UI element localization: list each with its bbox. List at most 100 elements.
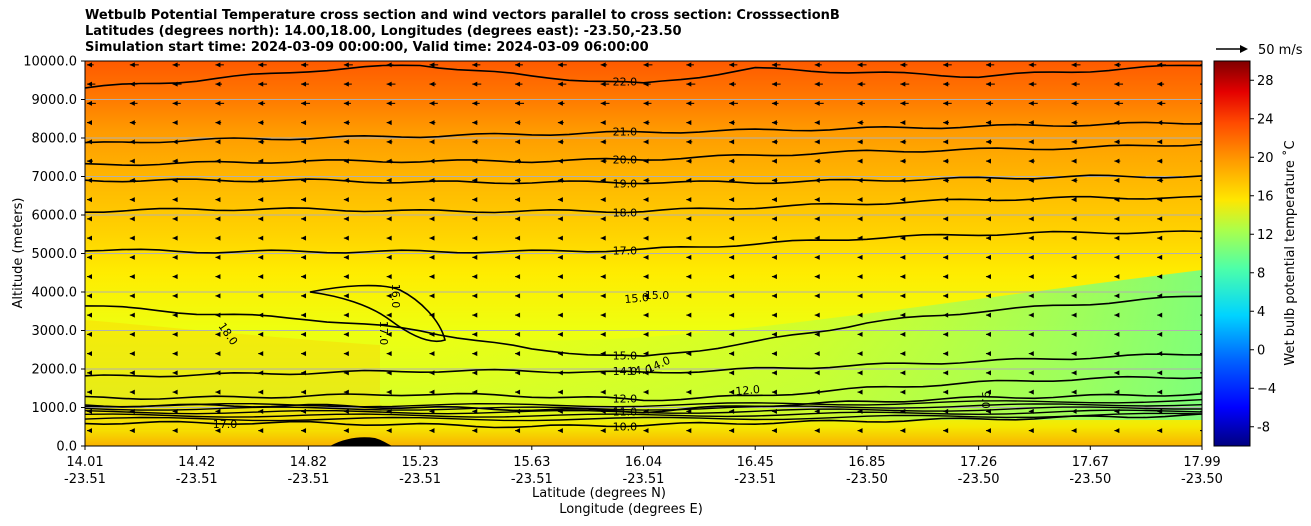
wind-vector-head: [900, 370, 906, 376]
wind-vector: [129, 62, 139, 68]
wind-vector: [900, 312, 906, 318]
wind-vector: [557, 312, 563, 318]
wind-vector-head: [771, 139, 777, 145]
wind-vector-head: [386, 120, 392, 126]
contour-line: [85, 375, 1202, 402]
wind-vector-head: [857, 100, 863, 106]
wind-vector-head: [258, 389, 264, 395]
x-tick-label-lon: -23.51: [511, 472, 553, 487]
wind-vector-head: [600, 120, 606, 126]
wind-vector-head: [943, 197, 949, 203]
wind-vector: [258, 274, 264, 280]
wind-vector: [258, 197, 264, 203]
wind-vector: [1157, 331, 1163, 337]
wind-vector-head: [472, 389, 478, 395]
wind-vector-head: [900, 331, 906, 337]
wind-vector: [515, 254, 521, 260]
wind-vector-head: [600, 351, 606, 357]
wind-vector: [258, 216, 264, 222]
closed-contour: [309, 284, 446, 342]
wind-vector: [129, 370, 135, 376]
wind-vector-head: [172, 331, 178, 337]
wind-vector: [600, 197, 606, 203]
wind-vector: [729, 408, 735, 414]
y-tick-label: 8000.0: [32, 132, 78, 147]
wind-vector: [686, 216, 692, 222]
wind-vector-head: [814, 62, 820, 68]
wind-vector: [515, 235, 521, 241]
wind-vector-head: [1071, 177, 1077, 183]
wind-vector-head: [129, 81, 135, 87]
wind-vector: [771, 216, 777, 222]
wind-vector-head: [1028, 331, 1034, 337]
wind-vector-head: [985, 389, 991, 395]
wind-vector-head: [87, 331, 92, 337]
wind-vector: [600, 81, 610, 87]
inversion-contour-line: [85, 409, 1202, 418]
wind-vector-head: [515, 254, 521, 260]
wind-vector: [771, 428, 777, 434]
wind-vector-head: [172, 216, 178, 222]
wind-vector-head: [1114, 235, 1120, 241]
wind-vector-head: [343, 139, 349, 145]
wind-vector: [643, 274, 649, 280]
inversion-contour-line: [85, 403, 1202, 411]
wind-vector: [900, 120, 906, 126]
inline-contour-label: 17.0: [213, 418, 238, 431]
wind-vector: [1157, 293, 1163, 299]
wind-vector: [557, 351, 563, 357]
wind-vector: [814, 408, 820, 414]
wind-vector-head: [729, 81, 735, 87]
wind-vector-head: [386, 389, 392, 395]
wind-vector: [600, 293, 606, 299]
wind-vector-head: [814, 312, 820, 318]
wind-vector-head: [943, 139, 949, 145]
wind-vector-head: [985, 120, 991, 126]
colorbar-tick-label: −4: [1257, 382, 1276, 397]
wind-vector: [472, 120, 478, 126]
wind-vector-head: [729, 139, 735, 145]
wind-vector: [557, 331, 563, 337]
wind-vector: [1028, 177, 1035, 183]
wind-vector-head: [814, 235, 820, 241]
wind-vector-head: [729, 254, 735, 260]
wind-vector-head: [814, 351, 820, 357]
wind-vector: [258, 120, 264, 126]
wind-vector: [1028, 62, 1037, 68]
wind-vector: [600, 177, 606, 183]
wind-vector: [600, 100, 610, 106]
wind-vector: [515, 408, 521, 414]
wind-vector: [814, 370, 820, 376]
wind-vector: [557, 81, 567, 87]
wind-vector: [429, 370, 435, 376]
wind-vector-head: [900, 139, 906, 145]
wind-vector-head: [729, 216, 735, 222]
wind-vector: [729, 370, 735, 376]
wind-vector-head: [857, 274, 863, 280]
wind-vector-head: [814, 139, 820, 145]
wind-vector: [129, 235, 135, 241]
wind-vector: [215, 158, 222, 164]
wind-vector-head: [258, 177, 264, 183]
wind-vector-head: [129, 351, 135, 357]
wind-vector-head: [1071, 120, 1077, 126]
wind-vector-head: [1157, 274, 1163, 280]
wind-vector: [943, 254, 949, 260]
wind-vector-head: [686, 62, 692, 68]
wind-vector: [686, 235, 692, 241]
wind-vector: [258, 235, 264, 241]
x-tick-label-lon: -23.50: [958, 472, 1000, 487]
wind-vector: [1071, 351, 1077, 357]
wind-vector-head: [429, 120, 435, 126]
wind-vector: [729, 158, 735, 164]
wind-vector-head: [857, 139, 863, 145]
wind-vector-head: [1071, 408, 1077, 414]
wind-vector-head: [1028, 197, 1034, 203]
wind-vector: [172, 62, 180, 68]
wind-vector: [472, 389, 478, 395]
wind-vector: [1028, 274, 1034, 280]
wind-vector: [1114, 139, 1121, 145]
wind-vector: [1071, 62, 1081, 68]
wind-vector: [1157, 312, 1163, 318]
wind-vector-head: [686, 158, 692, 164]
